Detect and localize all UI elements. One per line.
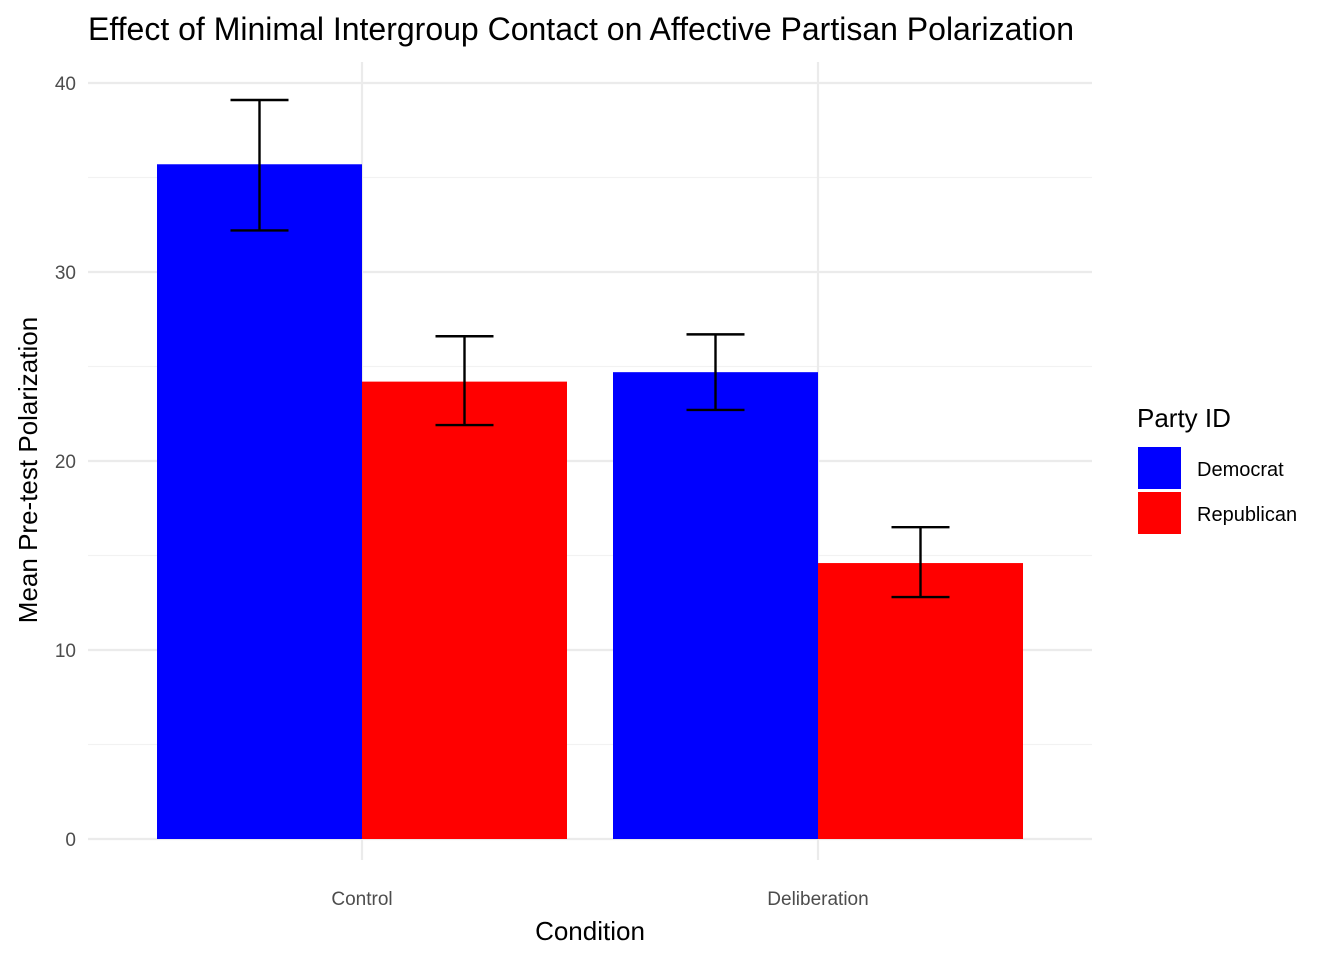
y-tick-label: 40	[55, 74, 76, 95]
error-bars	[230, 98, 950, 599]
error-bar-republican-deliberation	[891, 525, 950, 599]
legend-key-republican	[1138, 492, 1181, 534]
x-tick-label: Deliberation	[767, 889, 868, 910]
y-tick-label: 20	[55, 452, 76, 473]
bar-republican-deliberation	[818, 563, 1023, 839]
legend-key-democrat	[1138, 447, 1181, 489]
x-axis-title: Condition	[535, 916, 645, 946]
error-bar-democrat-deliberation	[686, 333, 745, 412]
error-bar-republican-control	[435, 335, 494, 427]
bar-democrat-control	[157, 164, 362, 839]
bar-democrat-deliberation	[613, 372, 818, 839]
x-tick-label: Control	[331, 889, 392, 910]
y-tick-label: 30	[55, 263, 76, 284]
y-axis-title: Mean Pre-test Polarization	[13, 317, 43, 623]
legend-label-democrat: Democrat	[1197, 459, 1284, 481]
chart-title: Effect of Minimal Intergroup Contact on …	[88, 11, 1074, 47]
y-tick-label: 10	[55, 641, 76, 662]
legend-label-republican: Republican	[1197, 504, 1297, 526]
y-axis-ticks: 0 10 20 30 40	[55, 74, 76, 851]
bar-republican-control	[362, 381, 567, 839]
legend-title: Party ID	[1137, 403, 1231, 433]
y-tick-label: 0	[65, 830, 76, 851]
error-bar-democrat-control	[230, 98, 289, 232]
x-axis-ticks: Control Deliberation	[331, 889, 868, 910]
bars	[157, 164, 1023, 839]
legend: Party ID Democrat Republican	[1137, 403, 1297, 534]
